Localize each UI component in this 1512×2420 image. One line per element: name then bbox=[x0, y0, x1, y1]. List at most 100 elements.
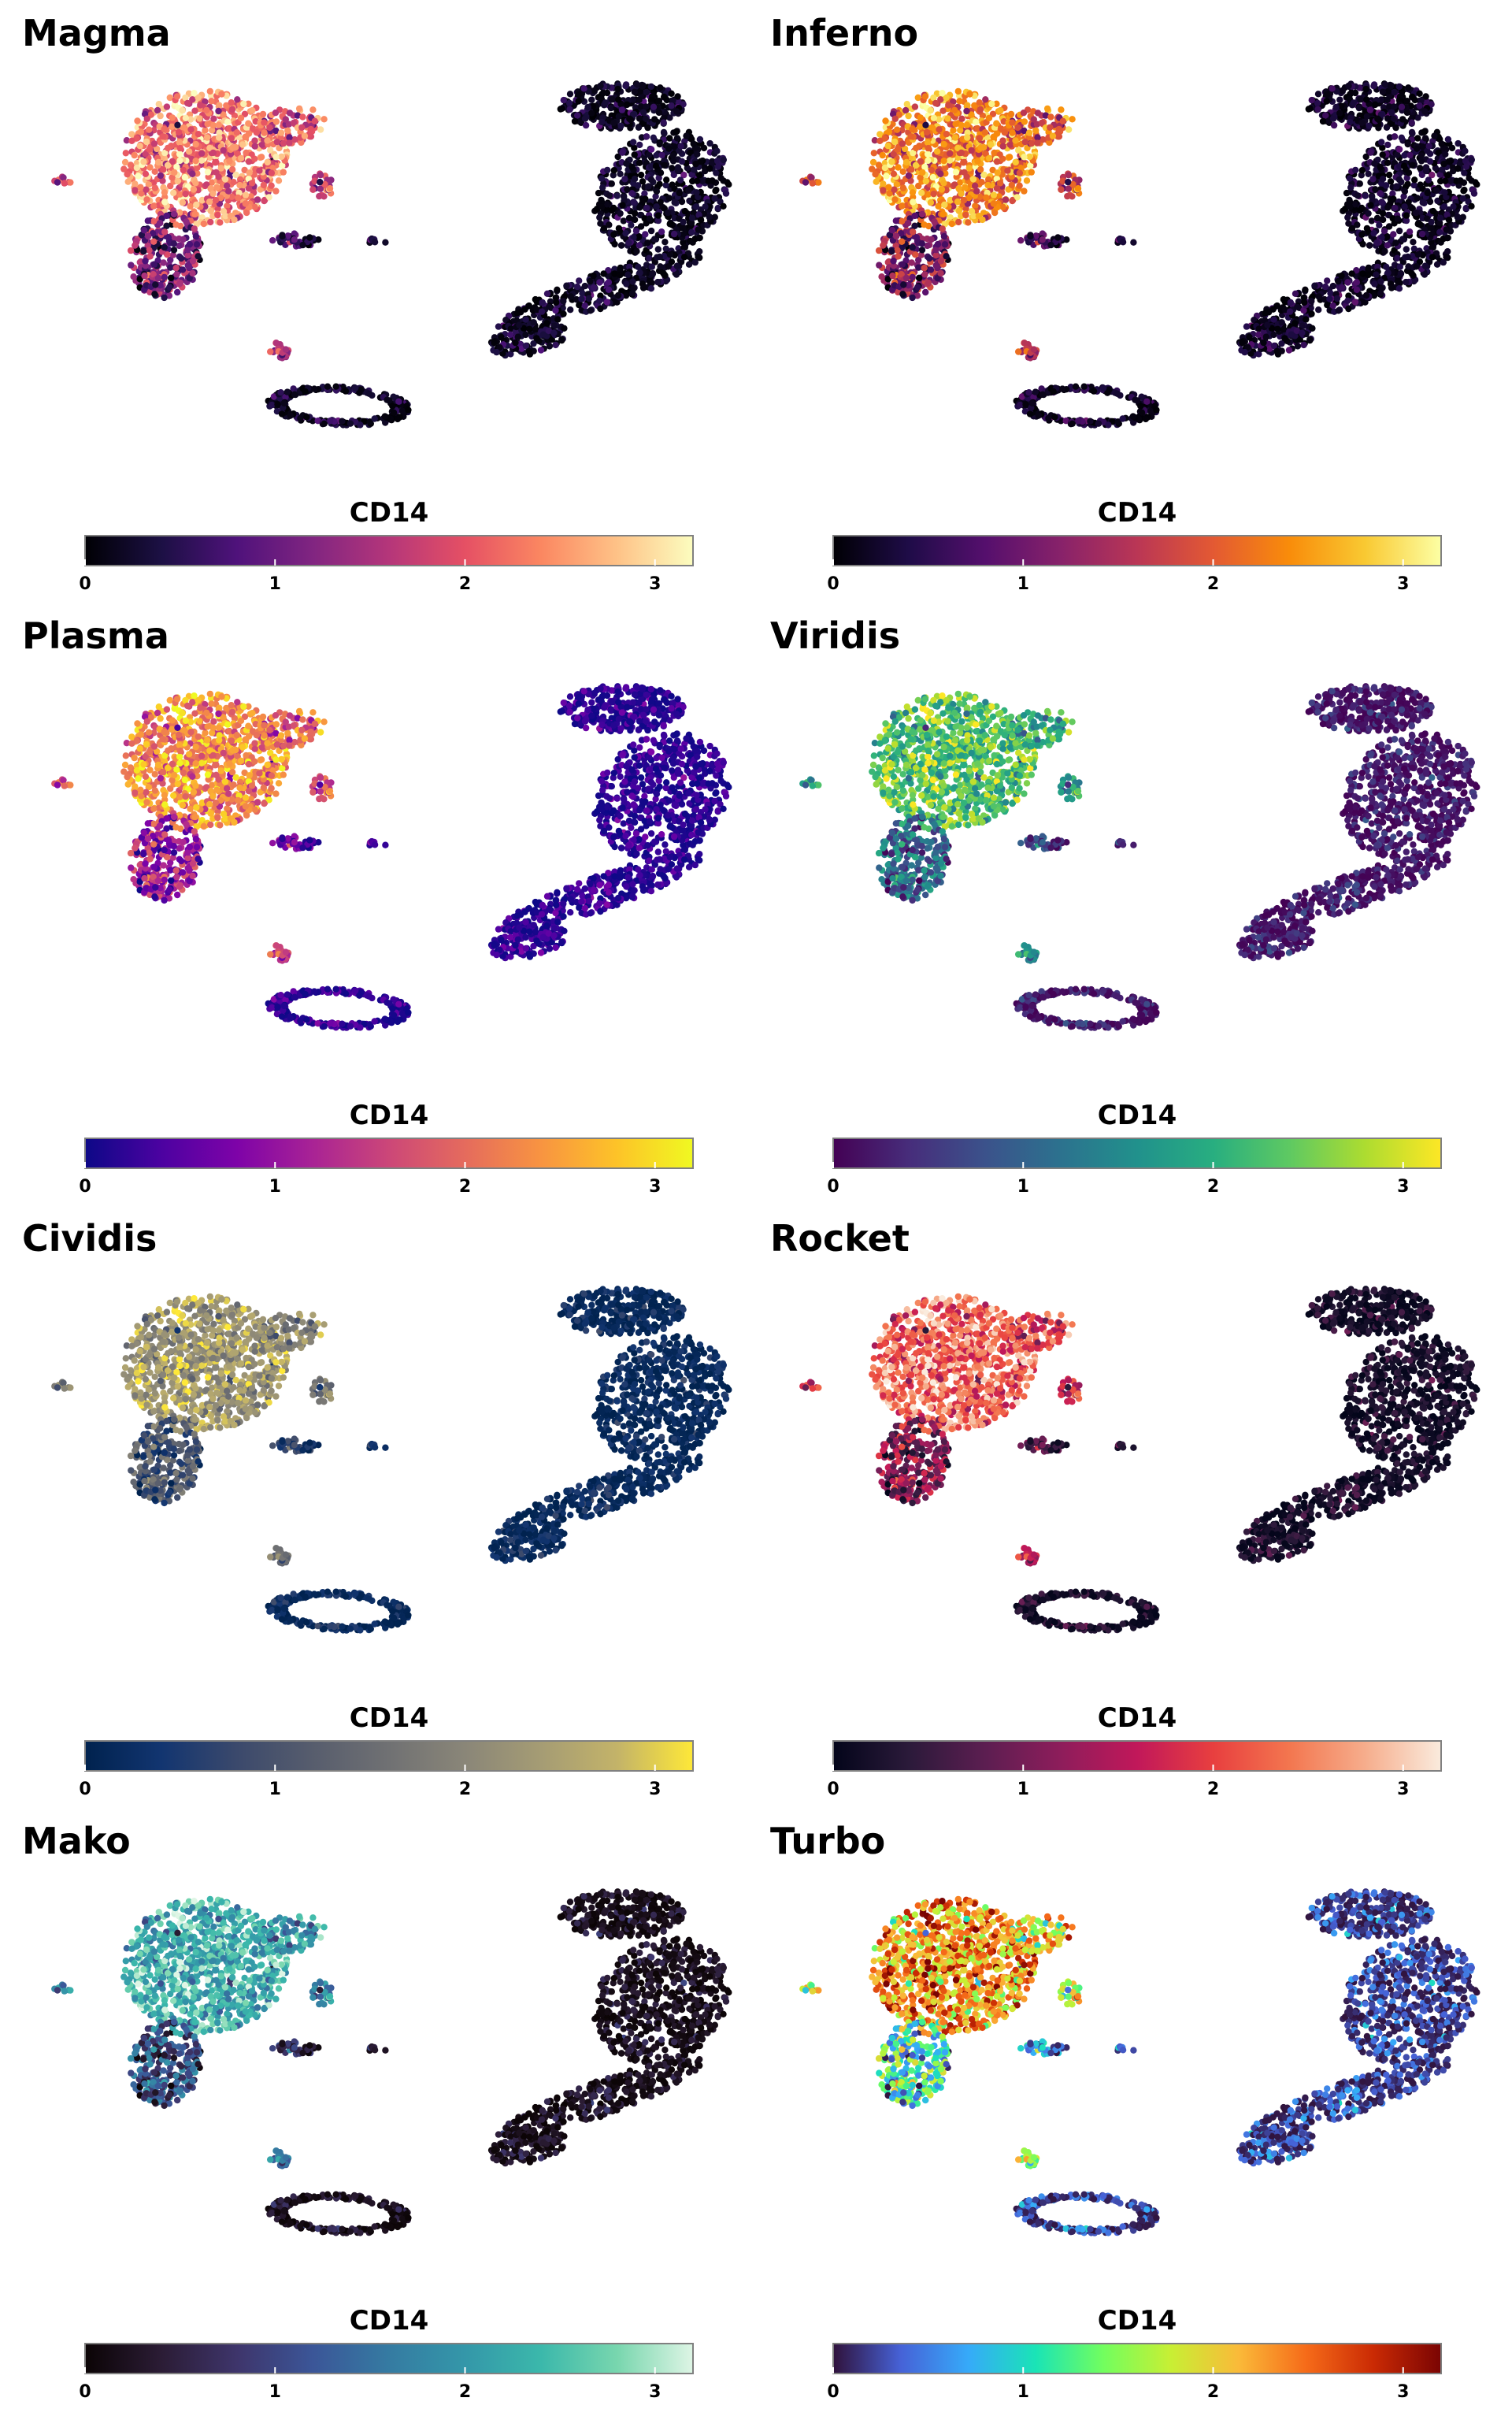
scatter-point bbox=[381, 413, 388, 420]
scatter-point bbox=[893, 232, 900, 240]
scatter-point bbox=[191, 210, 198, 218]
scatter-point bbox=[1378, 139, 1385, 146]
scatter-point bbox=[1365, 210, 1372, 217]
scatter-point bbox=[213, 158, 220, 166]
scatter-point bbox=[230, 179, 237, 186]
scatter-point bbox=[560, 96, 567, 104]
scatter-point bbox=[157, 172, 165, 180]
scatter-point bbox=[951, 106, 958, 114]
scatter-point bbox=[1330, 121, 1338, 129]
scatter-point bbox=[932, 262, 939, 269]
scatter-point bbox=[1383, 124, 1391, 131]
scatter-point bbox=[224, 202, 231, 210]
scatter-point bbox=[133, 135, 140, 142]
scatter-point bbox=[939, 210, 947, 218]
scatter-point bbox=[633, 247, 640, 255]
scatter-point bbox=[986, 154, 993, 161]
scatter-point bbox=[295, 105, 303, 113]
scatter-point bbox=[709, 177, 716, 184]
scatter-point bbox=[600, 270, 607, 277]
scatter-point bbox=[1319, 117, 1327, 125]
scatter-point bbox=[696, 234, 703, 242]
scatter-point bbox=[180, 236, 187, 243]
scatter-point bbox=[174, 288, 181, 296]
scatter-point bbox=[317, 172, 324, 179]
scatter-point bbox=[994, 169, 1001, 176]
scatter-point bbox=[911, 212, 918, 220]
scatter-point bbox=[647, 176, 655, 184]
scatter-point bbox=[917, 123, 924, 130]
scatter-point bbox=[630, 216, 638, 223]
scatter-point bbox=[176, 139, 183, 146]
scatter-point bbox=[683, 132, 690, 139]
scatter-point bbox=[653, 187, 661, 195]
scatter-point bbox=[617, 210, 624, 217]
scatter-point bbox=[639, 284, 647, 291]
scatter-point bbox=[136, 143, 143, 150]
scatter-point bbox=[936, 126, 943, 133]
scatter-point bbox=[575, 98, 582, 105]
scatter-point bbox=[891, 196, 899, 203]
scatter-point bbox=[1374, 115, 1381, 122]
scatter-point bbox=[224, 118, 232, 125]
scatter-point bbox=[1008, 181, 1016, 189]
scatter-point bbox=[282, 346, 290, 353]
scatter-point bbox=[223, 182, 231, 189]
scatter-point bbox=[1459, 195, 1466, 202]
scatter-point bbox=[885, 128, 893, 135]
scatter-point bbox=[232, 210, 239, 217]
scatter-point bbox=[264, 158, 271, 166]
scatter-point bbox=[286, 134, 293, 141]
scatter-point bbox=[630, 139, 637, 146]
scatter-point bbox=[291, 236, 298, 243]
scatter-point bbox=[543, 290, 551, 297]
scatter-point bbox=[145, 232, 152, 240]
scatter-point bbox=[182, 191, 189, 198]
scatter-point bbox=[189, 269, 196, 277]
scatter-point bbox=[631, 151, 638, 158]
scatter-point bbox=[888, 248, 895, 255]
scatter-point bbox=[1356, 206, 1363, 214]
scatter-point bbox=[1357, 96, 1364, 103]
scatter-point bbox=[890, 258, 897, 265]
scatter-point bbox=[163, 222, 170, 229]
scatter-point bbox=[140, 158, 147, 165]
scatter-point bbox=[141, 272, 148, 280]
scatter-point bbox=[979, 216, 986, 224]
scatter-point bbox=[303, 414, 310, 421]
scatter-point bbox=[172, 264, 180, 272]
scatter-point bbox=[1043, 105, 1051, 113]
scatter-point bbox=[1351, 89, 1359, 97]
scatter-point bbox=[170, 189, 177, 196]
scatter-point bbox=[182, 114, 190, 121]
scatter-point bbox=[1444, 135, 1452, 143]
colorbar bbox=[84, 535, 694, 566]
scatter-point bbox=[1055, 125, 1062, 133]
scatter-point bbox=[216, 134, 223, 141]
scatter-point bbox=[1466, 175, 1473, 182]
scatter-point bbox=[642, 231, 649, 238]
scatter-point bbox=[706, 213, 713, 221]
scatter-point bbox=[1002, 196, 1010, 203]
scatter-point bbox=[903, 101, 911, 108]
scatter-point bbox=[660, 119, 667, 126]
scatter-point bbox=[921, 271, 928, 278]
scatter-point bbox=[712, 187, 719, 195]
scatter-point bbox=[937, 170, 944, 177]
scatter-point bbox=[660, 128, 668, 136]
scatter-point bbox=[180, 166, 187, 174]
scatter-point bbox=[984, 181, 991, 189]
scatter-point bbox=[1399, 116, 1406, 123]
scatter-point bbox=[631, 176, 639, 183]
scatter-point bbox=[614, 291, 622, 299]
scatter-point bbox=[909, 189, 917, 196]
scatter-point bbox=[939, 107, 947, 114]
scatter-point bbox=[909, 243, 916, 251]
scatter-point bbox=[976, 106, 984, 113]
scatter-point bbox=[1009, 129, 1016, 136]
scatter-point bbox=[299, 113, 306, 121]
scatter-point bbox=[186, 240, 194, 248]
scatter-point bbox=[585, 295, 593, 302]
scatter-point bbox=[1388, 109, 1395, 117]
scatter-point bbox=[1332, 103, 1340, 111]
